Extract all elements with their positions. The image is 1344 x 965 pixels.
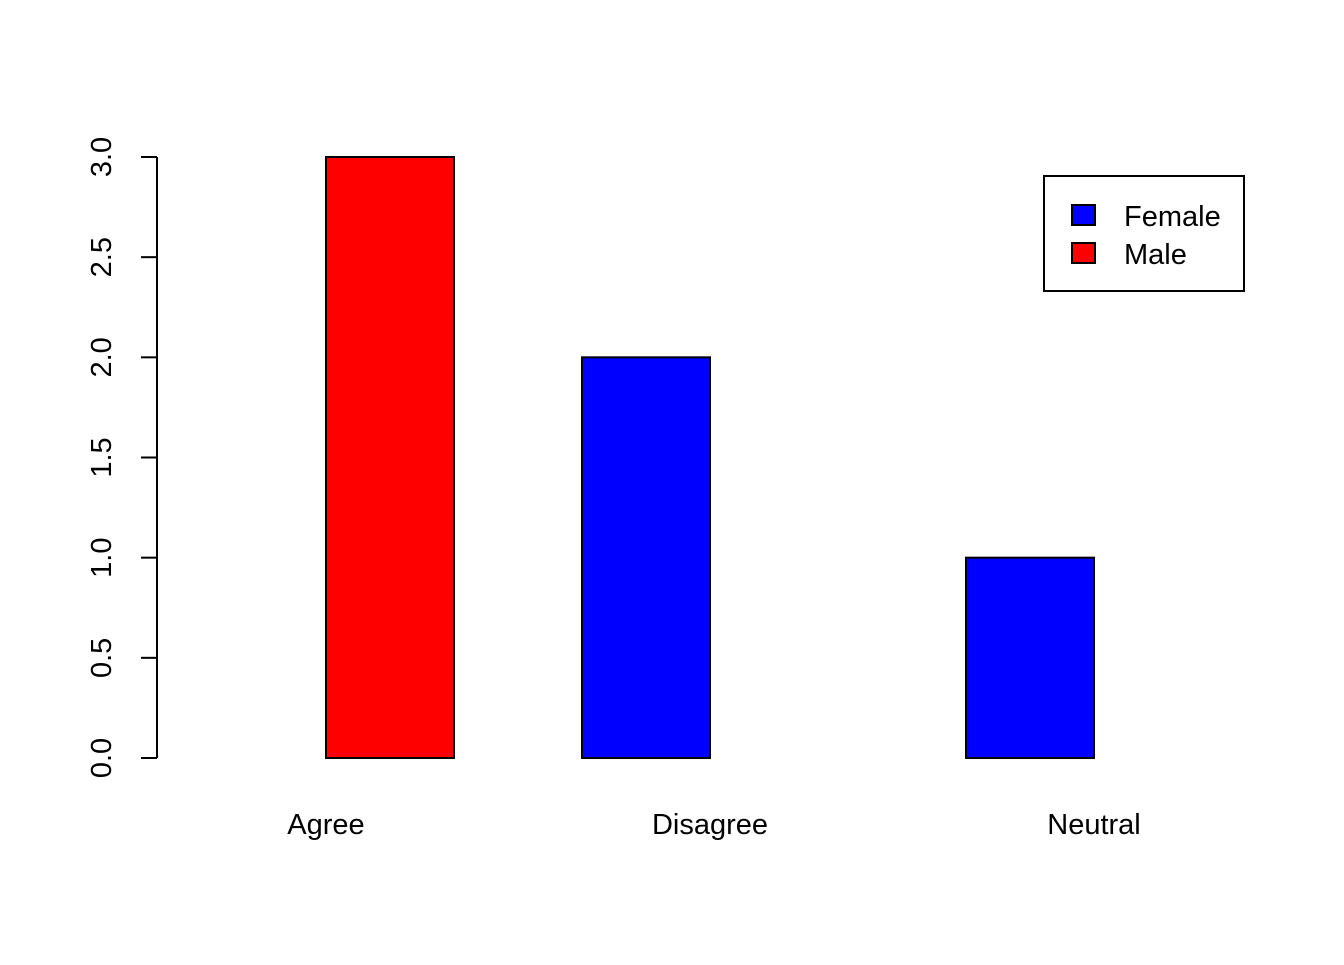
y-tick-label: 0.0 xyxy=(86,738,118,778)
bars xyxy=(325,156,1095,760)
legend-swatch-female xyxy=(1071,204,1096,226)
y-tick-label: 1.5 xyxy=(86,437,118,477)
y-tick-label: 3.0 xyxy=(86,137,118,177)
y-tick-label: 2.0 xyxy=(86,337,118,377)
x-tick-label: Agree xyxy=(287,809,364,841)
x-tick-label: Neutral xyxy=(1047,809,1141,841)
y-tick-label: 2.5 xyxy=(86,237,118,277)
legend-label-male: Male xyxy=(1124,239,1187,271)
bar-female-disagree xyxy=(581,356,711,759)
legend: Female Male xyxy=(1043,175,1245,292)
y-tick-label: 0.5 xyxy=(86,638,118,678)
legend-label-female: Female xyxy=(1124,201,1221,233)
bar-male-agree xyxy=(325,156,455,759)
y-axis: 0.0 0.5 1.0 1.5 2.0 2.5 3.0 xyxy=(86,137,158,778)
y-tick-label: 1.0 xyxy=(86,538,118,578)
x-axis-labels: Agree Disagree Neutral xyxy=(287,809,1140,841)
bar-female-neutral xyxy=(965,556,1095,760)
x-tick-label: Disagree xyxy=(652,809,768,841)
legend-box xyxy=(1043,175,1245,292)
legend-swatch-male xyxy=(1071,242,1096,264)
